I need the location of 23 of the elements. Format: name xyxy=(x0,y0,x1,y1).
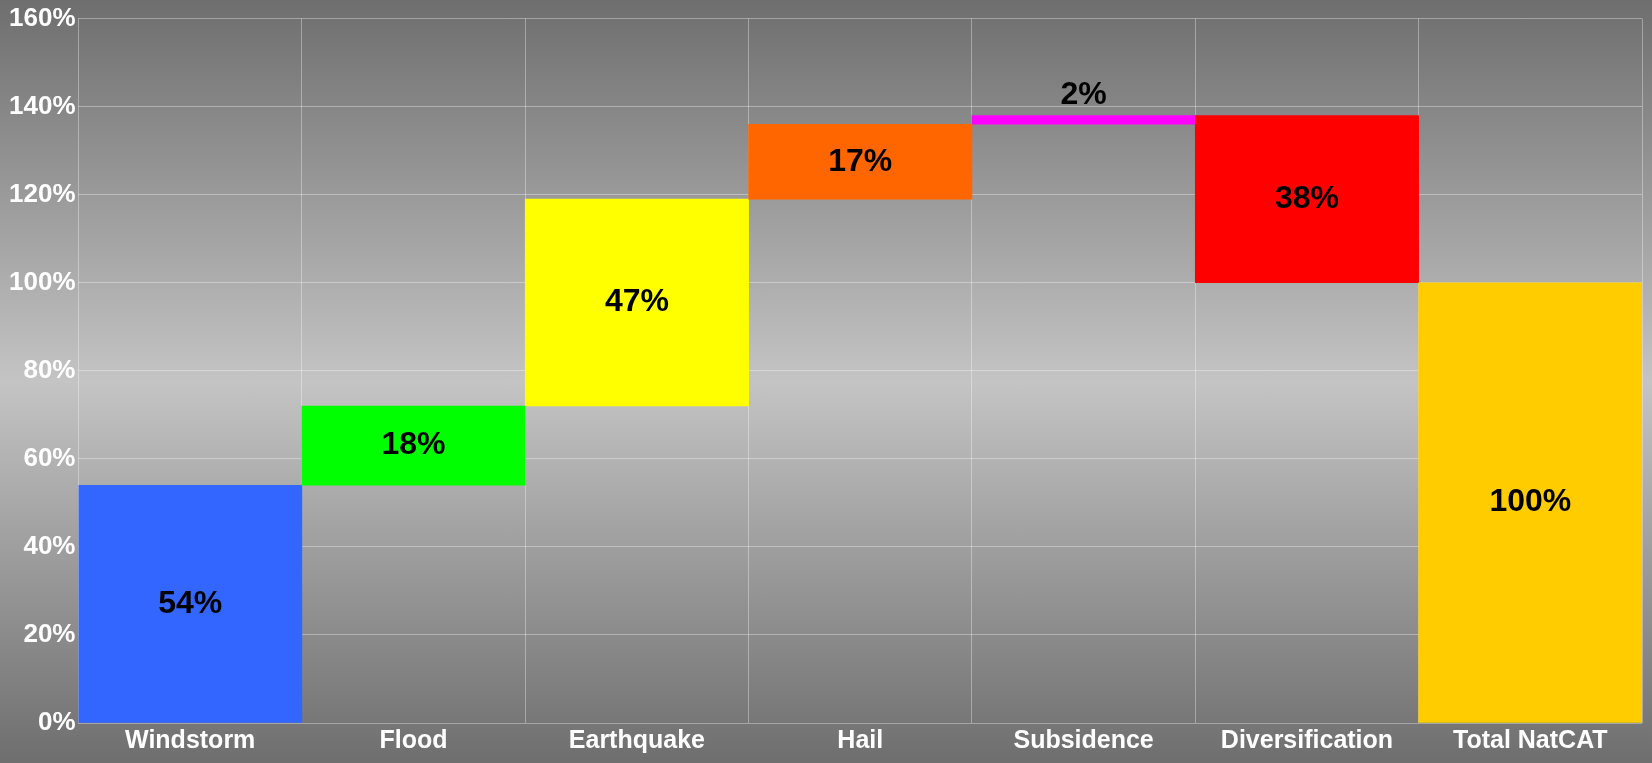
data-label: 18% xyxy=(381,425,446,462)
data-label: 2% xyxy=(1060,75,1107,112)
y-tick-label: 100% xyxy=(9,265,76,296)
data-label: 47% xyxy=(604,282,669,319)
x-tick-label: Total NatCAT xyxy=(1453,724,1608,753)
y-tick-label: 80% xyxy=(23,353,76,384)
y-tick-label: 20% xyxy=(23,618,76,649)
data-label: 38% xyxy=(1274,178,1339,215)
x-tick-label: Windstorm xyxy=(125,724,256,753)
x-tick-label: Hail xyxy=(837,724,884,753)
x-tick-label: Earthquake xyxy=(568,724,706,753)
y-tick-label: 120% xyxy=(9,177,76,208)
y-tick-label: 140% xyxy=(9,89,76,120)
x-tick-label: Flood xyxy=(379,724,448,753)
y-tick-label: 160% xyxy=(9,1,76,32)
y-tick-label: 40% xyxy=(23,530,76,561)
data-label: 54% xyxy=(158,583,223,620)
data-label: 100% xyxy=(1489,482,1572,519)
data-label: 17% xyxy=(828,141,893,178)
x-tick-label: Diversification xyxy=(1220,724,1394,753)
y-tick-label: 0% xyxy=(37,706,76,737)
x-tick-label: Subsidence xyxy=(1013,724,1154,753)
y-tick-label: 60% xyxy=(23,442,76,473)
